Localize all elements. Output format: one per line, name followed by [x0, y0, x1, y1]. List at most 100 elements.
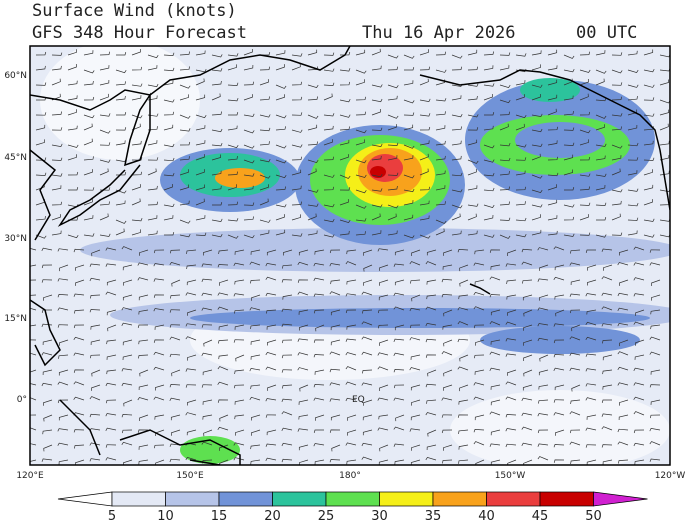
- wind-barb: [601, 292, 613, 296]
- wind-barb: [291, 63, 301, 71]
- colorbar-segment: [593, 491, 648, 507]
- wind-barb: [74, 444, 85, 449]
- colorbar-segment: [218, 491, 273, 507]
- wind-barb: [83, 215, 94, 221]
- wind-barb: [234, 324, 245, 330]
- wind-barb: [137, 324, 148, 328]
- wind-barb: [505, 396, 517, 401]
- wind-barb: [361, 351, 373, 356]
- wind-barb: [467, 185, 478, 191]
- wind-barb: [371, 204, 383, 208]
- wind-barb: [139, 414, 149, 422]
- wind-barb: [147, 95, 158, 101]
- wind-barb: [217, 264, 229, 268]
- wind-barb: [147, 113, 159, 117]
- wind-barb: [563, 54, 575, 59]
- wind-barb: [467, 114, 479, 118]
- wind-barb: [451, 213, 461, 221]
- wind-barb: [426, 399, 437, 404]
- wind-barb: [579, 69, 591, 73]
- wind-barb: [195, 50, 206, 56]
- wind-barb: [99, 51, 111, 56]
- wind-barb: [218, 249, 229, 255]
- wind-barb: [99, 113, 111, 117]
- wind-barb: [281, 279, 293, 283]
- wind-barb: [106, 369, 117, 375]
- wind-barb: [419, 186, 431, 191]
- wind-barb: [394, 459, 405, 465]
- wind-barb: [211, 68, 223, 72]
- wind-barb: [91, 249, 101, 257]
- wind-barb: [163, 124, 174, 131]
- wind-barb: [179, 66, 190, 71]
- wind-barb: [521, 412, 533, 416]
- wind-barb: [259, 79, 269, 86]
- wind-barb: [499, 52, 511, 56]
- wind-barb: [537, 429, 549, 434]
- wind-barb: [227, 125, 238, 131]
- wind-barb: [554, 294, 565, 300]
- wind-barb: [307, 114, 319, 119]
- wind-barb: [275, 204, 287, 208]
- wind-barb: [58, 414, 69, 421]
- wind-barb: [633, 367, 645, 372]
- wind-barb: [403, 99, 415, 104]
- wind-barb: [218, 339, 229, 344]
- wind-barb: [521, 261, 533, 266]
- wind-barb: [537, 456, 549, 461]
- wind-barb: [30, 294, 37, 296]
- wind-barb: [554, 264, 565, 271]
- wind-barb: [490, 399, 501, 406]
- colorbar-label: 10: [157, 509, 174, 524]
- title: Surface Wind (knots): [32, 1, 237, 21]
- wind-barb: [484, 112, 495, 116]
- wind-barb: [105, 263, 117, 267]
- wind-barb: [195, 184, 205, 191]
- wind-barb: [371, 230, 382, 236]
- wind-barb: [451, 155, 462, 161]
- wind-barb: [602, 339, 613, 344]
- wind-barb: [617, 351, 629, 356]
- wind-barb: [555, 429, 565, 436]
- wind-barb: [515, 114, 527, 119]
- wind-barb: [441, 351, 453, 356]
- wind-barb: [67, 154, 77, 161]
- wind-barb: [539, 264, 549, 271]
- wind-barb: [547, 156, 559, 161]
- wind-barb: [106, 354, 117, 360]
- wind-barb: [243, 64, 254, 71]
- wind-band: [520, 78, 580, 102]
- wind-barb: [531, 153, 541, 161]
- wind-barb: [41, 382, 53, 387]
- wind-barb: [387, 185, 398, 191]
- wind-barb: [523, 369, 533, 377]
- wind-barb: [378, 414, 389, 420]
- wind-barb: [507, 309, 517, 316]
- wind-barb: [211, 142, 223, 147]
- wind-barb: [106, 309, 117, 316]
- wind-barb: [363, 399, 373, 406]
- wind-barb: [499, 84, 511, 89]
- wind-barb: [467, 203, 479, 207]
- wind-barb: [473, 396, 485, 401]
- wind-barb: [187, 354, 197, 361]
- wind-barb: [451, 204, 463, 209]
- wind-barb: [393, 292, 405, 297]
- wind-barb: [153, 351, 165, 356]
- wind-barb: [643, 157, 655, 161]
- wind-barb: [457, 307, 469, 311]
- wind-barb: [617, 382, 629, 386]
- wind-barb: [345, 381, 357, 386]
- wind-barb: [579, 232, 591, 236]
- wind-barb: [323, 125, 334, 131]
- wind-barb: [275, 50, 286, 56]
- wind-barb: [131, 95, 142, 101]
- wind-barb: [67, 95, 78, 101]
- wind-barb: [323, 139, 333, 146]
- wind-barb: [362, 369, 373, 374]
- wind-barb: [185, 336, 197, 341]
- wind-barb: [211, 234, 223, 238]
- wind-barb: [30, 264, 37, 267]
- wind-barb: [35, 124, 46, 131]
- wind-barb: [211, 128, 223, 133]
